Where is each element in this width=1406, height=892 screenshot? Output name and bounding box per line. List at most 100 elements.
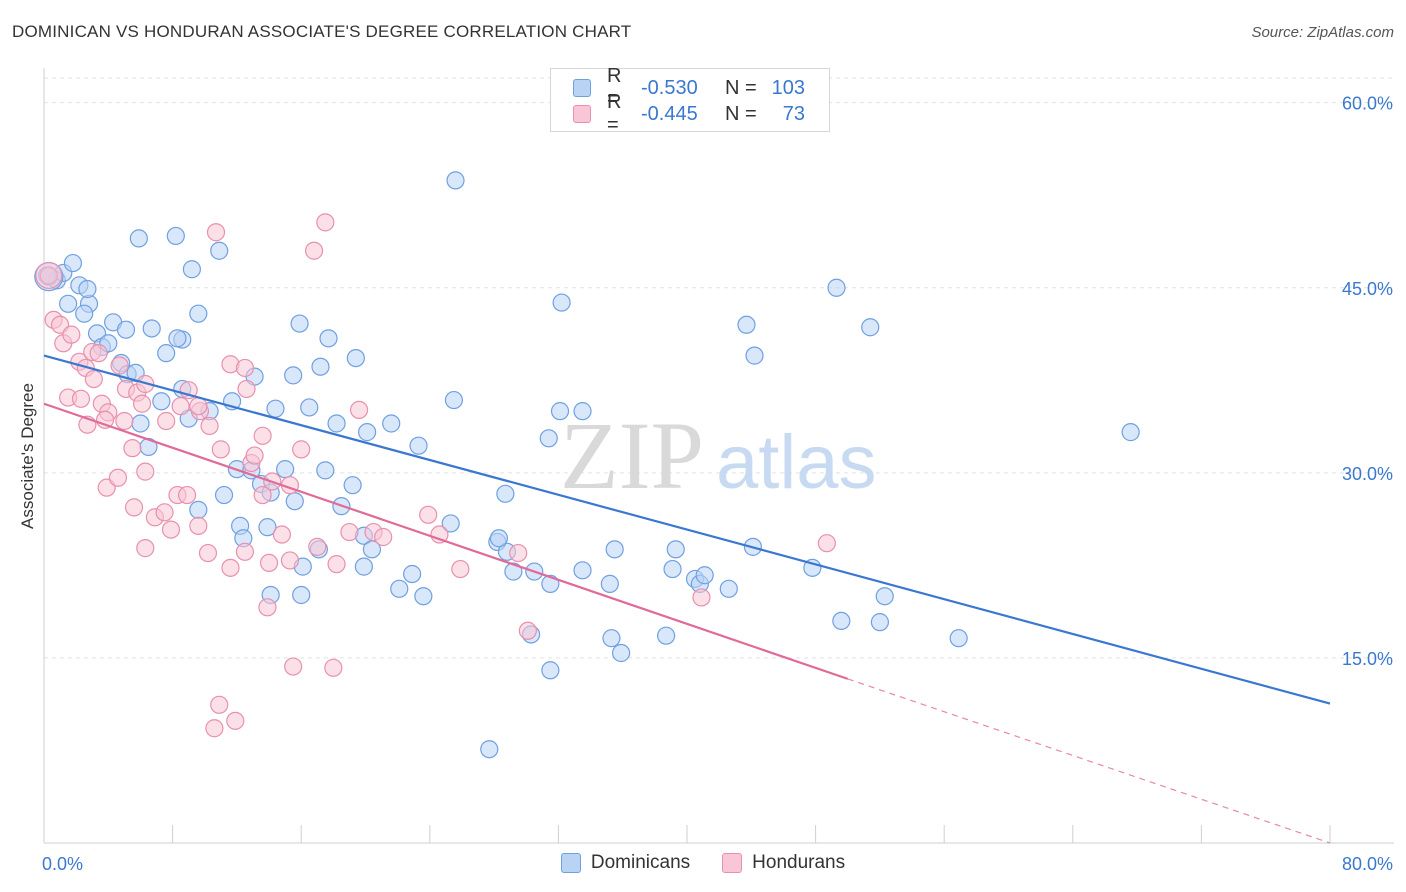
chart-title: DOMINICAN VS HONDURAN ASSOCIATE'S DEGREE… <box>12 22 632 41</box>
data-point-dominican <box>861 318 880 337</box>
tick-labels: 15.0% 30.0% 45.0% 60.0% 0.0% 80.0% <box>42 94 1393 874</box>
data-point-honduran <box>235 542 255 561</box>
data-point-dominican <box>573 402 592 421</box>
data-point-honduran <box>272 525 292 544</box>
data-point-honduran <box>35 261 63 290</box>
data-point-honduran <box>171 397 190 416</box>
data-point-dominican <box>59 294 78 313</box>
data-point-honduran <box>221 558 240 577</box>
legend-r-value: -0.530 <box>641 76 698 99</box>
data-point-honduran <box>292 440 311 459</box>
x-tick-label: 0.0% <box>42 854 83 874</box>
data-point-dominican <box>311 357 330 376</box>
y-tick-label: 15.0% <box>1342 649 1393 669</box>
bottom-legend: Dominicans Hondurans <box>0 852 1406 874</box>
data-point-dominican <box>214 485 234 505</box>
data-point-honduran <box>245 446 264 465</box>
data-point-honduran <box>304 241 324 260</box>
data-point-dominican <box>346 348 365 368</box>
data-point-honduran <box>136 539 155 558</box>
data-point-honduran <box>132 394 152 413</box>
data-point-dominican <box>541 661 560 680</box>
data-point-dominican <box>210 241 229 260</box>
data-point-dominican <box>695 566 714 585</box>
data-point-honduran <box>280 551 300 570</box>
data-point-honduran <box>161 520 181 539</box>
legend-row-dominicans: R = -0.530 N = 103 <box>573 65 805 110</box>
data-point-honduran <box>327 555 346 574</box>
data-point-dominican <box>292 585 311 605</box>
data-point-dominican <box>390 579 409 598</box>
data-point-dominican <box>504 562 523 581</box>
legend-n-label: N = <box>725 76 757 99</box>
data-point-honduran <box>340 522 359 542</box>
data-point-dominican <box>737 315 756 334</box>
data-point-honduran <box>108 468 128 487</box>
data-point-dominican <box>605 540 624 559</box>
y-tick-label: 60.0% <box>1342 94 1393 114</box>
data-point-dominican <box>409 436 428 455</box>
trend-line-hondurans-extension <box>847 678 1331 844</box>
data-point-honduran <box>157 411 176 431</box>
data-point-dominican <box>414 587 433 606</box>
data-point-dominican <box>827 278 846 297</box>
data-point-honduran <box>123 439 142 458</box>
data-point-dominican <box>142 319 161 338</box>
bottom-legend-swatch-hondurans <box>722 853 743 873</box>
data-point-dominican <box>657 626 676 645</box>
data-point-honduran <box>692 588 711 607</box>
source-label: Source: ZipAtlas.com <box>1251 24 1394 41</box>
data-point-dominican <box>870 613 890 632</box>
data-point-honduran <box>189 516 208 535</box>
y-axis-label: Associate's Degree <box>18 383 37 529</box>
legend-n-value: 73 <box>782 102 805 125</box>
data-point-honduran <box>124 498 144 517</box>
data-point-dominican <box>78 279 97 299</box>
legend-r-label: R = <box>607 65 622 110</box>
data-point-honduran <box>237 379 256 399</box>
legend-box: R = -0.530 N = 103 R = -0.445 N = 73 <box>550 65 830 136</box>
data-point-dominican <box>319 329 338 348</box>
data-point-honduran <box>258 598 277 617</box>
data-point-dominican <box>266 399 285 418</box>
bottom-legend-label: Dominicans <box>590 852 691 873</box>
data-point-honduran <box>509 543 528 563</box>
data-point-dominican <box>168 329 187 348</box>
data-point-dominican <box>949 629 968 648</box>
data-point-honduran <box>316 213 335 232</box>
data-point-dominican <box>489 529 509 548</box>
bottom-legend-label: Hondurans <box>752 852 846 873</box>
data-point-dominican <box>573 561 592 580</box>
y-tick-label: 45.0% <box>1342 279 1393 299</box>
data-point-dominican <box>300 398 319 417</box>
legend-swatch-hondurans <box>573 105 591 123</box>
data-point-dominican <box>539 429 558 448</box>
axes <box>43 68 1394 844</box>
data-point-dominican <box>182 260 201 279</box>
data-point-honduran <box>374 527 393 547</box>
bottom-legend-hondurans[interactable]: Hondurans <box>722 852 845 874</box>
data-point-honduran <box>39 266 58 285</box>
data-point-honduran <box>518 621 537 640</box>
data-point-honduran <box>200 416 219 436</box>
data-point-dominican <box>343 476 362 495</box>
legend-r-value: -0.445 <box>641 102 698 125</box>
data-point-dominican <box>129 229 148 248</box>
data-point-dominican <box>316 461 335 480</box>
data-point-honduran <box>136 462 155 481</box>
trend-lines <box>43 354 1331 844</box>
data-point-dominican <box>258 518 277 537</box>
legend-r-label: R = <box>607 91 622 136</box>
data-point-honduran <box>324 658 343 677</box>
data-point-honduran <box>110 356 129 375</box>
data-point-dominican <box>600 574 619 593</box>
data-point-dominican <box>666 540 685 559</box>
data-point-honduran <box>189 397 208 416</box>
data-point-honduran <box>226 711 245 730</box>
legend-row-hondurans: R = -0.445 N = 73 <box>573 91 805 136</box>
data-point-dominican <box>550 402 570 421</box>
bottom-legend-dominicans[interactable]: Dominicans <box>560 852 691 874</box>
data-point-honduran <box>155 503 174 522</box>
data-point-honduran <box>451 559 470 579</box>
watermark-atlas: atlas <box>716 420 877 505</box>
